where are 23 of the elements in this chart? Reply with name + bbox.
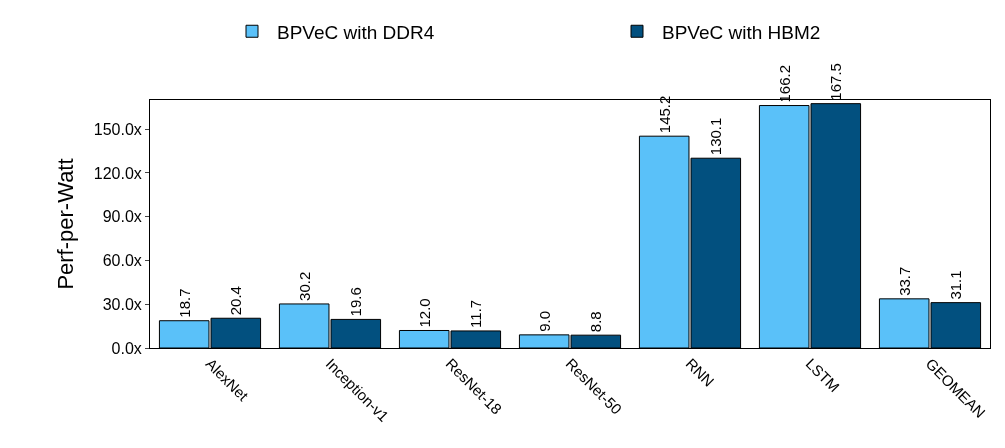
data-label: 9.0 — [535, 311, 553, 332]
data-label: 11.7 — [467, 299, 485, 328]
data-label: 167.5 — [827, 63, 845, 101]
y-tick-label: 120.0x — [93, 164, 142, 182]
data-label: 19.6 — [347, 287, 365, 317]
data-label: 166.2 — [775, 64, 793, 103]
y-tick-label: 90.0x — [102, 208, 142, 226]
y-tick-label: 0.0x — [111, 339, 142, 357]
data-label: 33.7 — [895, 266, 913, 296]
data-label: 18.7 — [175, 288, 193, 318]
y-tick-label: 150.0x — [93, 120, 142, 138]
data-label: 30.2 — [295, 271, 313, 301]
data-label: 20.4 — [227, 286, 245, 316]
y-tick-label: 60.0x — [102, 252, 142, 270]
legend-label: BPVeC with HBM2 — [662, 21, 821, 43]
y-tick-label: 30.0x — [102, 295, 142, 313]
data-label: 130.1 — [707, 117, 725, 156]
legend-label: BPVeC with DDR4 — [277, 21, 435, 43]
data-label: 31.1 — [947, 270, 965, 300]
y-axis-title: Perf-per-Watt — [52, 158, 78, 290]
data-label: 12.0 — [415, 298, 433, 328]
data-label: 145.2 — [655, 95, 673, 134]
data-label: 8.8 — [587, 311, 605, 333]
